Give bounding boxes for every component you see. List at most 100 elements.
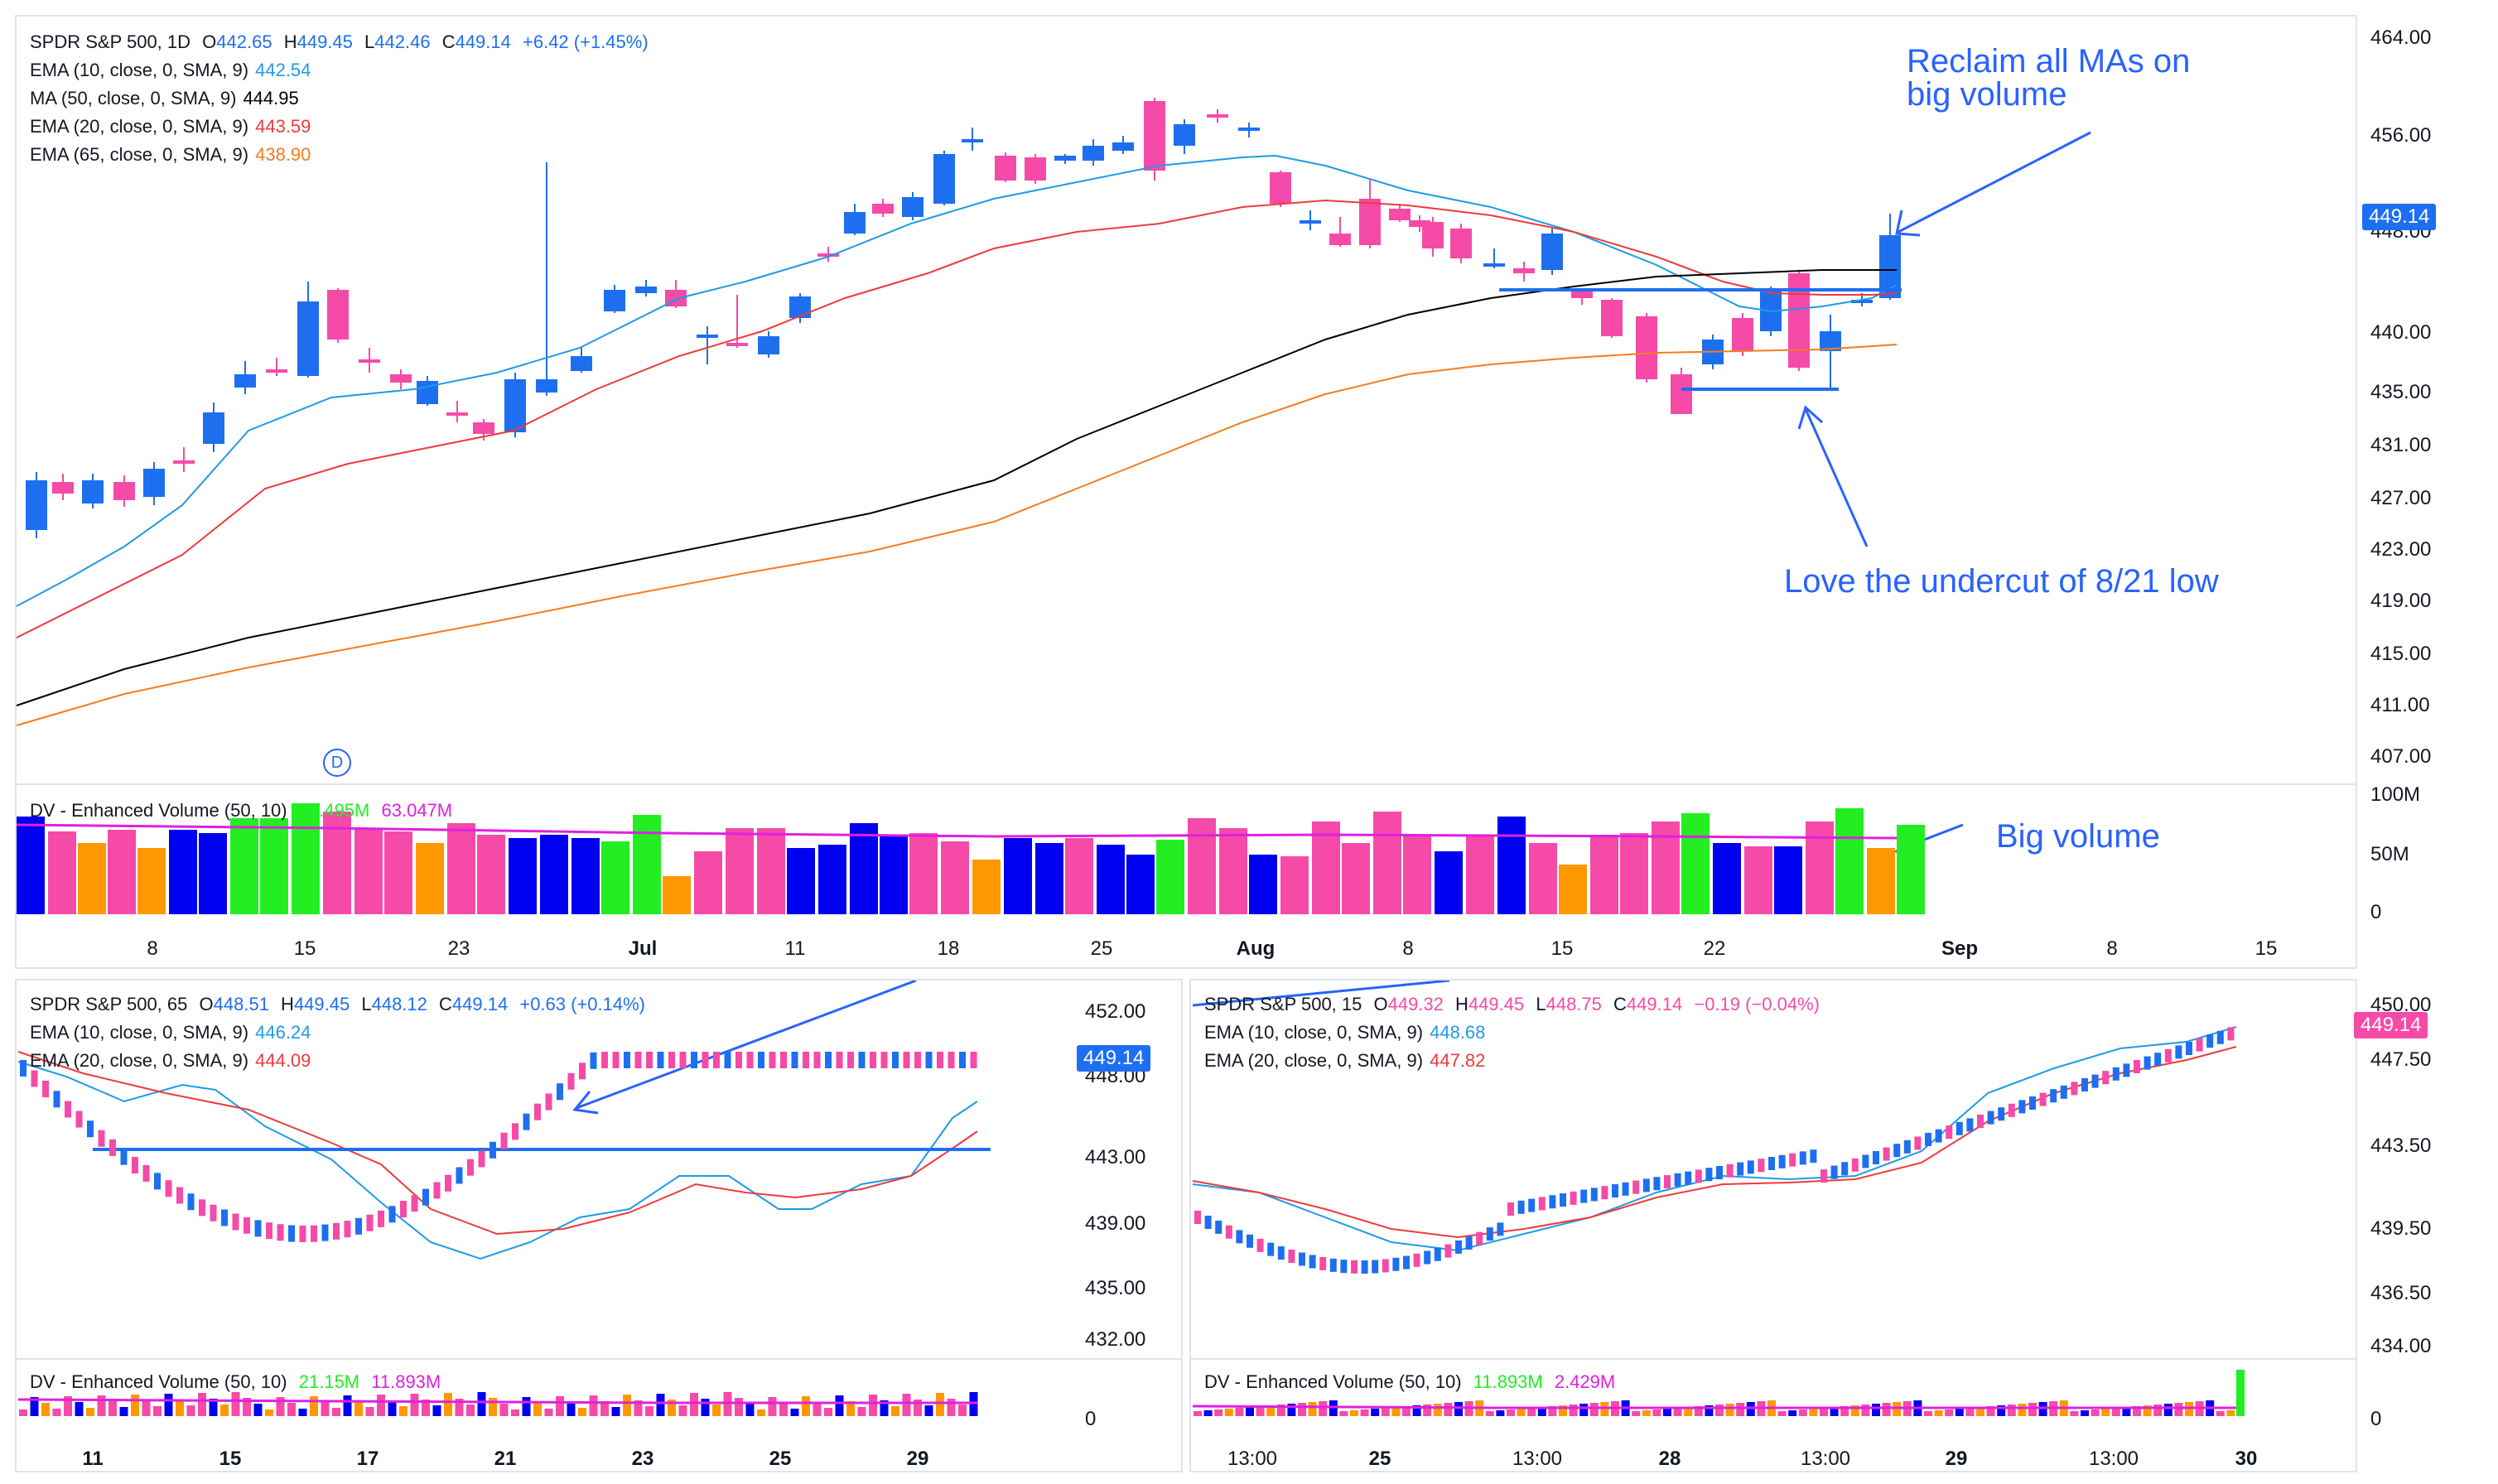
- left-volume-bar: [220, 1404, 229, 1416]
- left-candle: [221, 1209, 228, 1226]
- volume-bar: [540, 835, 568, 914]
- price-tick-label: 419.00: [2370, 590, 2432, 612]
- dividend-marker[interactable]: D: [323, 749, 351, 777]
- annotation-reclaim-line1: Reclaim all MAs on: [1907, 43, 2191, 80]
- left-candle: [612, 1052, 620, 1068]
- time-tick-label: 23: [447, 937, 470, 960]
- left-volume-bar: [813, 1402, 822, 1416]
- high-label: H449.45: [284, 31, 353, 52]
- left-candle: [366, 1214, 374, 1231]
- left-candle: [65, 1101, 71, 1118]
- volume-bar: [1342, 843, 1370, 914]
- volume-bar: [230, 818, 258, 914]
- right-candle: [1601, 1186, 1608, 1200]
- ema65-label: EMA (65, close, 0, SMA, 9): [30, 144, 249, 165]
- right-candle: [2029, 1096, 2036, 1110]
- right-volume-bar: [1642, 1410, 1651, 1416]
- right-volume-bar: [1945, 1409, 1954, 1416]
- left-candle: [702, 1052, 709, 1068]
- right-legend: SPDR S&P 500, 15 O449.32 H449.45 L448.75…: [1204, 990, 1826, 1075]
- volume-bar: [1774, 846, 1802, 914]
- volume-bar: [694, 851, 722, 914]
- left-candle: [355, 1217, 362, 1235]
- right-volume-bar: [2133, 1406, 2141, 1416]
- right-candle: [1914, 1136, 1922, 1150]
- right-ema20-value: 447.82: [1430, 1050, 1486, 1071]
- left-candle: [691, 1052, 697, 1068]
- left-volume-bar: [924, 1405, 933, 1416]
- left-volume-bar: [824, 1408, 832, 1416]
- right-volume-axis-zero: 0: [2370, 1408, 2382, 1430]
- left-candle: [210, 1204, 217, 1221]
- left-candle: [534, 1103, 541, 1120]
- right-candle: [1851, 1158, 1859, 1172]
- candle-body: [635, 287, 657, 293]
- left-volume-bar: [634, 1400, 643, 1416]
- left-volume-bar: [231, 1392, 240, 1416]
- arrow-reclaim-shaft: [1898, 131, 2091, 234]
- right-volume-bar: [1632, 1411, 1641, 1416]
- left-volume-bar: [678, 1405, 687, 1416]
- right-trend-line: [1192, 979, 1450, 1007]
- left-time-tick-label: 11: [82, 1448, 104, 1470]
- left-candle: [948, 1052, 955, 1068]
- symbol-label: SPDR S&P 500, 1D: [30, 31, 191, 52]
- left-candle: [657, 1052, 664, 1068]
- price-tick-label: 411.00: [2370, 694, 2430, 716]
- right-volume-bar: [1235, 1408, 1244, 1416]
- right-candle: [2008, 1103, 2015, 1117]
- candle-body: [1389, 209, 1411, 220]
- left-candle: [601, 1052, 608, 1068]
- right-volume-bar: [1965, 1408, 1975, 1416]
- right-volume-bar: [1861, 1404, 1870, 1416]
- left-candle: [154, 1173, 161, 1190]
- candle-body: [571, 356, 592, 371]
- right-candle: [1517, 1200, 1525, 1214]
- left-ema20-label: EMA (20, close, 0, SMA, 9): [30, 1050, 249, 1071]
- left-candle: [959, 1052, 966, 1068]
- right-volume-bar: [2018, 1404, 2027, 1416]
- candle-body: [266, 369, 287, 373]
- left-volume-bar: [668, 1400, 676, 1416]
- right-candle: [1737, 1162, 1744, 1176]
- left-candle: [53, 1091, 60, 1108]
- right-candle: [1194, 1211, 1201, 1224]
- right-candle: [1299, 1252, 1305, 1266]
- right-volume-bar: [1705, 1405, 1714, 1416]
- time-tick-label: 22: [1703, 937, 1726, 960]
- left-volume-bar: [857, 1407, 866, 1416]
- right-volume-bar: [2091, 1409, 2100, 1416]
- volume-bar: [909, 833, 938, 914]
- volume-bar: [17, 817, 45, 914]
- high-value: 449.45: [297, 31, 353, 52]
- left-time-tick-label: 23: [631, 1448, 654, 1470]
- candle-body: [1732, 318, 1753, 351]
- left-candle: [746, 1052, 754, 1068]
- right-volume-bar: [1798, 1409, 1807, 1416]
- left-candle: [970, 1052, 977, 1068]
- volume-bar: [571, 838, 600, 914]
- left-low-label: L448.12: [361, 994, 427, 1014]
- candle-body: [604, 290, 625, 311]
- right-low-value: 448.75: [1546, 994, 1602, 1014]
- right-volume-bar: [1548, 1406, 1557, 1416]
- low-label: L442.46: [364, 31, 431, 52]
- right-volume-bar: [1559, 1405, 1567, 1416]
- right-candle: [2123, 1063, 2130, 1077]
- candle-body: [1329, 234, 1351, 245]
- left-candle: [880, 1052, 888, 1068]
- time-tick-label: Aug: [1236, 937, 1276, 960]
- left-candle: [232, 1213, 239, 1231]
- left-candle: [545, 1093, 552, 1111]
- price-tick-label: 440.00: [2370, 321, 2432, 344]
- right-candle: [1883, 1147, 1890, 1161]
- right-volume-bar: [2111, 1408, 2120, 1416]
- left-candle: [333, 1222, 340, 1240]
- candle-body: [26, 480, 47, 530]
- left-candle: [769, 1052, 776, 1068]
- left-arrow-head: [572, 1091, 599, 1115]
- candle-body: [872, 204, 894, 214]
- left-price-tick-label: 432.00: [1085, 1328, 1146, 1351]
- right-time-tick-label: 30: [2235, 1448, 2258, 1470]
